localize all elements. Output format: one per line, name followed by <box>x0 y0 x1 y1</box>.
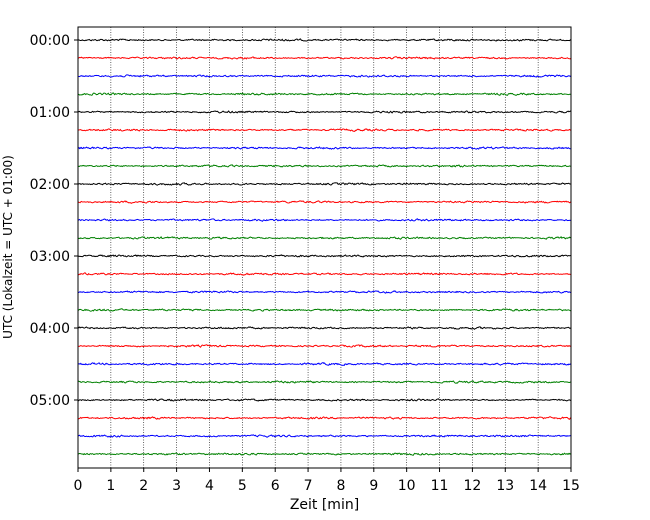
x-tick-label: 9 <box>369 478 378 494</box>
x-axis-ticks: 0 1 2 3 4 5 6 7 8 9 10 11 12 13 14 15 <box>74 468 580 494</box>
x-tick-label: 10 <box>398 478 416 494</box>
x-tick-label: 6 <box>271 478 280 494</box>
trace-0145 <box>77 164 572 168</box>
trace-0300 <box>77 254 572 258</box>
x-axis-label: Zeit [min] <box>290 497 359 513</box>
x-tick-label: 11 <box>431 478 449 494</box>
trace-0315 <box>77 272 572 276</box>
x-tick-label: 12 <box>463 478 481 494</box>
trace-0545 <box>77 452 572 456</box>
y-tick-label: 00:00 <box>30 33 70 49</box>
x-tick-label: 1 <box>106 478 115 494</box>
x-tick-label: 13 <box>496 478 514 494</box>
trace-0000 <box>77 38 572 42</box>
trace-0045 <box>77 92 572 96</box>
y-axis-ticks: 00:00 01:00 02:00 03:00 04:00 05:00 <box>30 33 78 409</box>
x-tick-label: 3 <box>172 478 181 494</box>
trace-0415 <box>77 344 572 348</box>
y-tick-label: 01:00 <box>30 105 70 121</box>
y-tick-label: 03:00 <box>30 249 70 265</box>
x-tick-label: 8 <box>336 478 345 494</box>
trace-0430 <box>77 361 572 366</box>
trace-0015 <box>78 56 572 60</box>
trace-0530 <box>77 434 572 438</box>
vertical-grid <box>110 27 539 468</box>
y-axis-label: UTC (Lokalzeit = UTC + 01:00) <box>1 155 15 339</box>
y-tick-label: 05:00 <box>30 393 70 409</box>
plot-frame <box>77 26 572 469</box>
y-tick-label: 04:00 <box>30 321 70 337</box>
x-tick-label: 4 <box>205 478 214 494</box>
trace-0215 <box>77 200 572 204</box>
trace-0445 <box>77 380 572 384</box>
trace-0330 <box>77 290 572 294</box>
trace-0030 <box>77 74 572 78</box>
x-tick-label: 15 <box>562 478 580 494</box>
trace-0500 <box>77 398 572 402</box>
trace-0345 <box>77 308 572 312</box>
trace-0130 <box>77 146 572 150</box>
x-tick-label: 5 <box>238 478 247 494</box>
x-tick-label: 2 <box>139 478 148 494</box>
trace-0100 <box>77 110 572 114</box>
trace-0115 <box>77 128 572 133</box>
seismic-traces <box>77 38 572 456</box>
trace-0515 <box>77 416 572 420</box>
trace-0400 <box>77 326 572 330</box>
trace-0230 <box>77 218 572 222</box>
x-tick-label: 14 <box>529 478 547 494</box>
x-tick-label: 7 <box>304 478 313 494</box>
trace-0200 <box>77 182 572 186</box>
y-tick-label: 02:00 <box>30 177 70 193</box>
x-tick-label: 0 <box>74 478 83 494</box>
trace-0245 <box>77 236 572 240</box>
